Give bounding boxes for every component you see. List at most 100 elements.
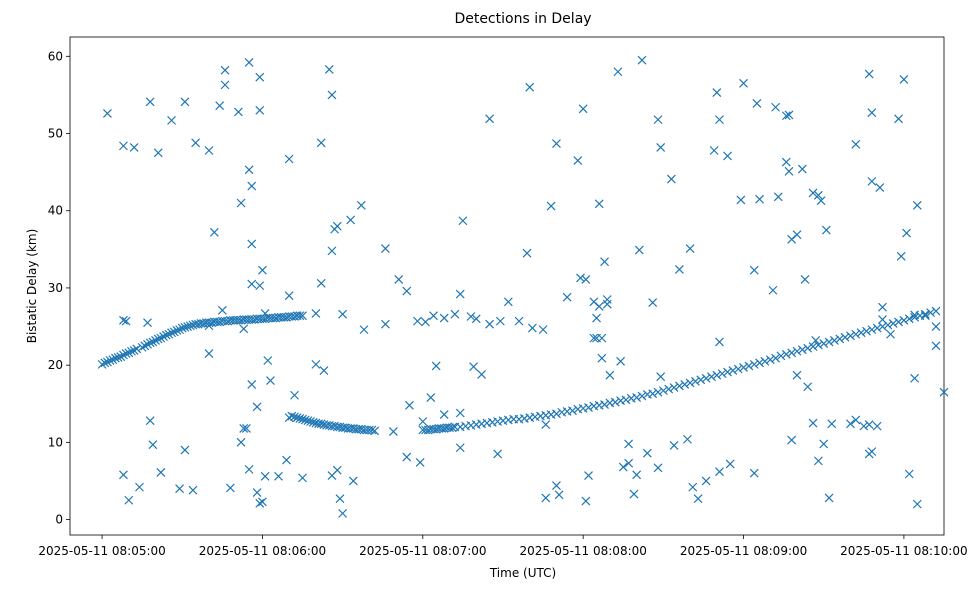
data-point: [370, 426, 380, 436]
data-point: [912, 499, 922, 509]
data-point: [664, 384, 674, 394]
data-point: [167, 115, 176, 125]
data-point: [829, 336, 839, 345]
data-point: [247, 239, 257, 249]
data-point: [119, 141, 128, 151]
data-point: [541, 493, 551, 503]
data-point: [135, 482, 144, 492]
data-point: [439, 410, 449, 419]
data-point: [503, 297, 513, 307]
data-point: [485, 114, 495, 124]
data-point: [129, 346, 139, 355]
data-point: [327, 90, 337, 100]
data-point: [413, 316, 422, 326]
data-point: [584, 403, 593, 413]
data-point: [813, 190, 823, 200]
data-point: [875, 183, 885, 192]
data-point: [495, 316, 505, 326]
data-point: [931, 322, 941, 331]
data-point: [787, 435, 797, 445]
data-point: [792, 370, 802, 380]
x-tick-label: 2025-05-11 08:09:00: [680, 544, 807, 558]
data-point: [380, 244, 390, 253]
x-tick-label: 2025-05-11 08:06:00: [199, 544, 326, 558]
data-point: [426, 393, 436, 402]
data-point: [701, 373, 711, 383]
data-point: [121, 349, 131, 358]
data-point: [145, 338, 155, 348]
y-tick-label: 50: [48, 127, 63, 141]
data-point: [781, 349, 791, 359]
data-point: [175, 325, 185, 335]
data-point: [592, 333, 601, 343]
data-point: [140, 341, 150, 351]
data-point: [274, 471, 283, 481]
data-point: [904, 469, 914, 479]
data-point: [752, 98, 762, 108]
data-point: [680, 380, 690, 389]
data-point: [132, 344, 142, 354]
data-point: [348, 476, 358, 486]
data-point: [191, 138, 201, 148]
data-point: [910, 310, 920, 320]
data-point: [613, 67, 623, 77]
data-point: [797, 164, 807, 174]
data-point: [554, 490, 564, 500]
data-point: [538, 325, 548, 335]
data-point: [124, 348, 134, 358]
data-point: [592, 313, 601, 323]
data-point: [247, 181, 257, 191]
data-point: [359, 325, 369, 335]
data-point: [161, 330, 171, 340]
data-point: [244, 464, 254, 474]
data-point: [252, 488, 262, 497]
data-point: [811, 336, 821, 345]
data-point: [188, 485, 198, 495]
data-point: [180, 445, 190, 455]
data-point: [116, 352, 126, 362]
data-point: [781, 157, 791, 167]
data-point: [768, 285, 778, 295]
data-point: [723, 367, 732, 377]
data-point: [701, 476, 711, 486]
data-point: [856, 328, 866, 338]
data-point: [912, 200, 922, 210]
y-tick-label: 0: [55, 513, 63, 527]
data-point: [127, 346, 136, 356]
x-tick-label: 2025-05-11 08:10:00: [840, 544, 967, 558]
data-point: [153, 334, 163, 344]
data-point: [241, 424, 251, 433]
data-point: [894, 114, 903, 124]
data-point: [239, 324, 249, 334]
data-point: [736, 195, 746, 205]
data-point: [642, 448, 652, 458]
data-point: [327, 246, 337, 256]
data-point: [771, 353, 781, 363]
data-point: [803, 382, 813, 392]
data-point: [725, 459, 735, 469]
data-point: [728, 366, 738, 375]
data-point: [260, 308, 270, 318]
data-point: [851, 329, 861, 339]
data-point: [143, 339, 152, 349]
data-point: [258, 265, 267, 275]
data-point: [813, 456, 823, 466]
data-point: [185, 321, 195, 331]
data-point: [787, 348, 797, 358]
data-point: [522, 248, 532, 258]
data-point: [749, 265, 759, 275]
data-point: [244, 58, 254, 67]
data-point: [455, 443, 465, 453]
data-point: [739, 363, 748, 372]
data-point: [209, 227, 219, 237]
data-point: [263, 356, 273, 365]
y-tick-label: 20: [48, 358, 63, 372]
data-point: [878, 315, 887, 325]
data-point: [316, 138, 326, 148]
data-point: [124, 495, 134, 505]
data-point: [298, 311, 307, 321]
data-point: [594, 302, 604, 311]
data-point: [455, 408, 465, 418]
data-point: [180, 97, 190, 107]
y-tick-label: 60: [48, 49, 63, 63]
